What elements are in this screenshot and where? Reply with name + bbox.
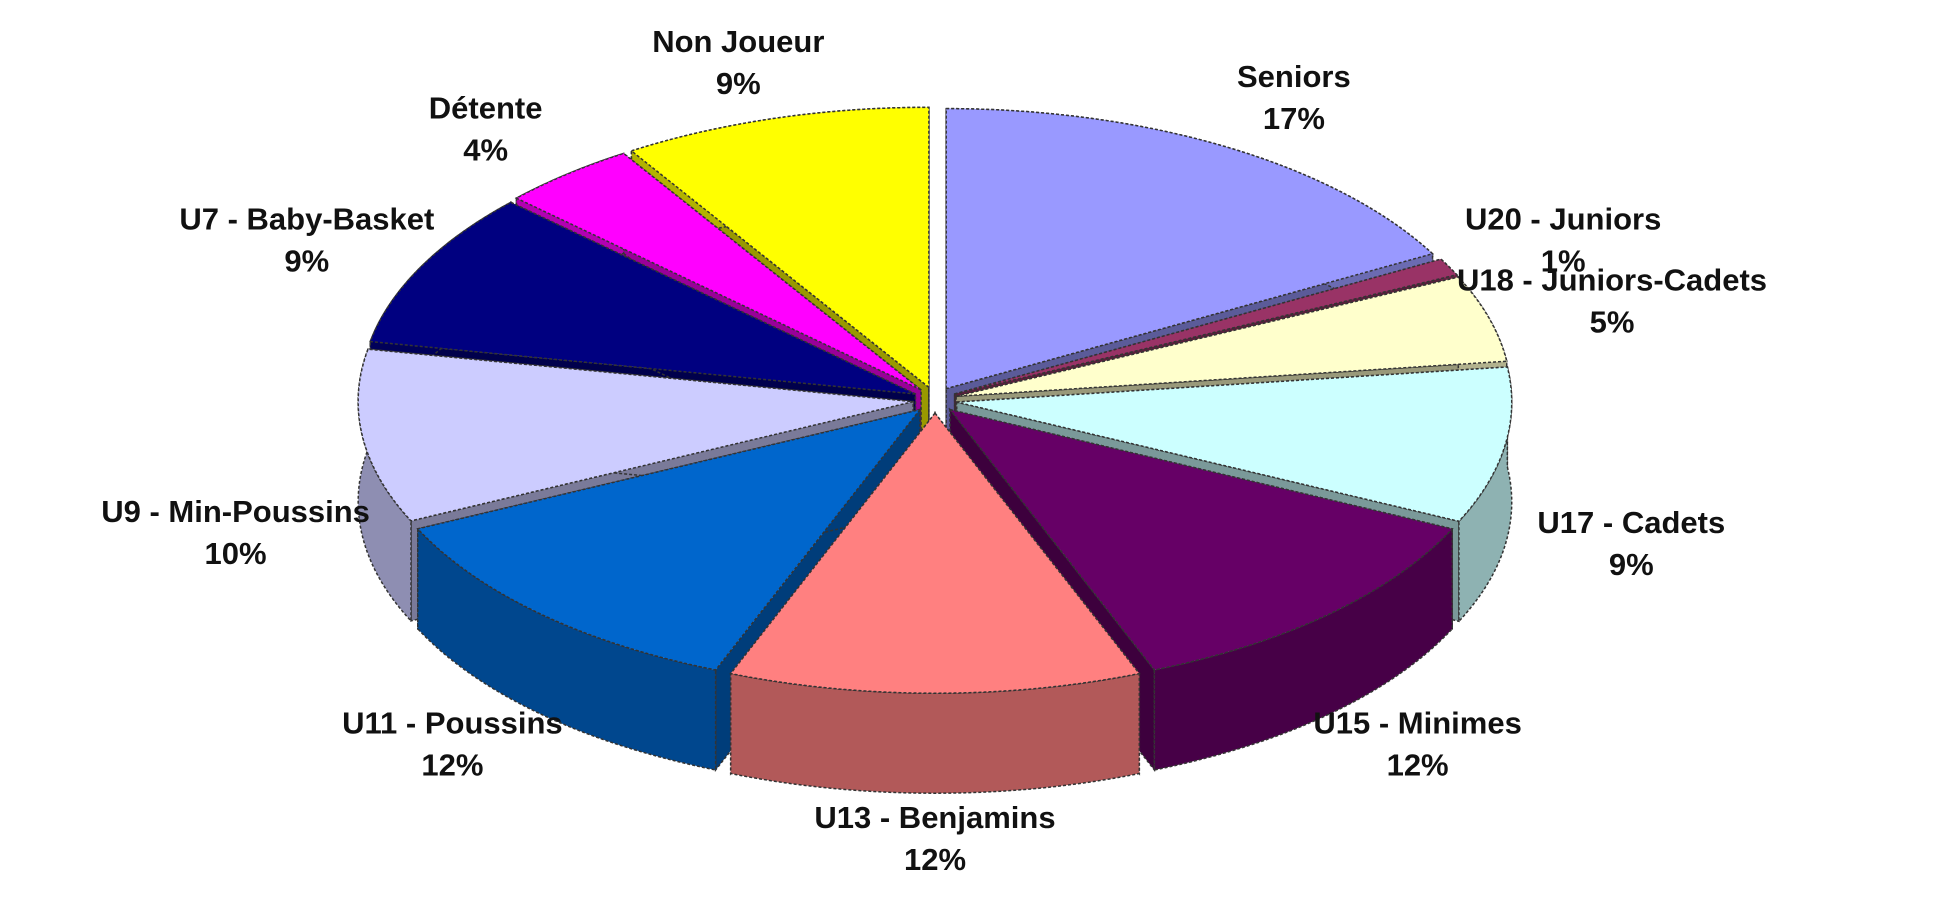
slice-value-label: 17% — [1263, 101, 1325, 136]
slice-value-label: 4% — [463, 133, 508, 168]
slice-value-label: 9% — [1609, 547, 1654, 582]
slice — [729, 411, 1141, 694]
slice-value-label: 9% — [284, 243, 329, 278]
slice — [729, 411, 1141, 794]
slice-label: U17 - Cadets — [1537, 505, 1725, 540]
slice-label: U18 - Juniors-Cadets — [1457, 263, 1767, 298]
slice-value-label: 12% — [421, 747, 483, 782]
slice-side — [1458, 366, 1513, 624]
slice — [955, 276, 1508, 398]
slice-label: Détente — [429, 91, 543, 126]
slice — [954, 258, 1459, 395]
slice-label: U9 - Min-Poussins — [101, 494, 370, 529]
slice-label: U13 - Benjamins — [814, 800, 1055, 835]
slice-label: Seniors — [1237, 59, 1351, 94]
slice — [369, 201, 916, 395]
slice — [956, 366, 1513, 523]
slice — [945, 107, 1435, 390]
slice-value-label: 9% — [716, 66, 761, 101]
slice — [948, 408, 1454, 671]
slice-label: U15 - Minimes — [1313, 705, 1521, 740]
slice-value-label: 12% — [904, 842, 966, 877]
slice — [514, 152, 922, 391]
slice — [416, 408, 922, 671]
slice — [629, 106, 930, 389]
slice-label: U7 - Baby-Basket — [179, 201, 434, 236]
slice-label: U20 - Juniors — [1465, 201, 1661, 236]
slice-label: U11 - Poussins — [342, 705, 563, 740]
slice-label: Non Joueur — [652, 24, 824, 59]
slice-value-label: 1% — [1541, 243, 1586, 278]
slice — [357, 348, 914, 522]
slice-value-label: 5% — [1590, 305, 1635, 340]
slice-value-label: 12% — [1387, 747, 1449, 782]
slice-value-label: 10% — [205, 536, 267, 571]
